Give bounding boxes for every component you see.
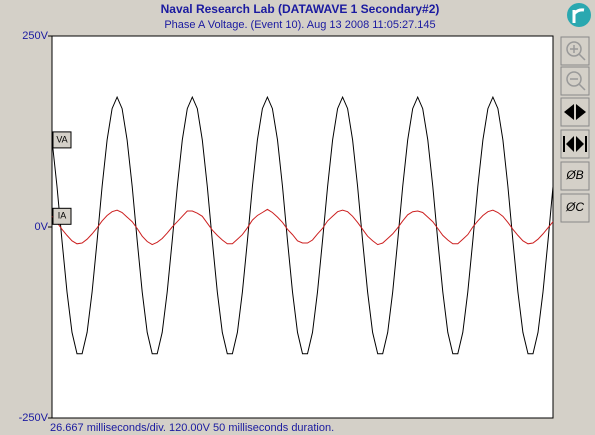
y-tick-label: 250V <box>22 30 48 42</box>
footer: 26.667 milliseconds/div. 120.00V 50 mill… <box>50 422 334 434</box>
waveform <box>51 208 554 246</box>
full-range-button[interactable] <box>560 129 590 159</box>
plot-area <box>51 35 554 419</box>
chart-title: Naval Research Lab (DATAWAVE 1 Secondary… <box>161 2 440 16</box>
y-tick-label: 0V <box>35 221 49 233</box>
phase-b-label: ØB <box>565 168 583 182</box>
y-tick-label: -250V <box>19 412 49 424</box>
phase-b-button[interactable]: ØB <box>560 161 590 191</box>
waveform <box>51 95 554 355</box>
legend-box <box>52 131 72 149</box>
zoom-in-button[interactable] <box>560 36 590 66</box>
phase-c-button[interactable]: ØC <box>560 193 590 223</box>
legend-label: IA <box>58 211 67 221</box>
legend-entry: VA <box>52 131 72 149</box>
legend-entry: IA <box>52 207 72 225</box>
chart-subtitle: Phase A Voltage. (Event 10). Aug 13 2008… <box>164 19 435 31</box>
legend-label: VA <box>56 134 67 144</box>
pan-button[interactable] <box>560 97 590 127</box>
zoom-out-button[interactable] <box>560 66 590 96</box>
legend-box <box>52 207 72 225</box>
phase-c-label: ØC <box>565 200 584 214</box>
logo <box>567 3 591 27</box>
toolbar: ØB ØC <box>560 36 590 223</box>
